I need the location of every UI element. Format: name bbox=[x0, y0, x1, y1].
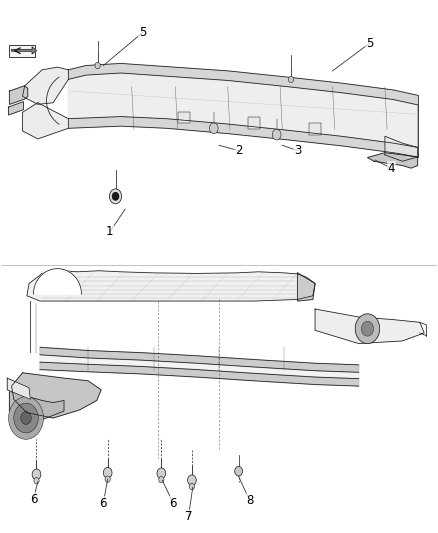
Circle shape bbox=[209, 123, 218, 134]
Circle shape bbox=[14, 403, 38, 433]
Circle shape bbox=[159, 477, 164, 483]
Polygon shape bbox=[9, 102, 23, 115]
FancyBboxPatch shape bbox=[309, 124, 321, 135]
FancyBboxPatch shape bbox=[10, 45, 35, 56]
Circle shape bbox=[113, 192, 119, 200]
Text: 6: 6 bbox=[30, 493, 37, 506]
Circle shape bbox=[34, 478, 39, 484]
FancyBboxPatch shape bbox=[178, 112, 190, 124]
Circle shape bbox=[95, 62, 100, 69]
Text: 5: 5 bbox=[139, 26, 146, 39]
Polygon shape bbox=[27, 271, 315, 301]
Polygon shape bbox=[40, 355, 359, 378]
Polygon shape bbox=[40, 362, 359, 386]
Text: 6: 6 bbox=[99, 497, 107, 510]
Circle shape bbox=[272, 130, 281, 140]
Circle shape bbox=[355, 314, 380, 344]
Polygon shape bbox=[367, 153, 418, 168]
Polygon shape bbox=[22, 103, 68, 139]
Text: 6: 6 bbox=[170, 497, 177, 510]
Circle shape bbox=[187, 475, 196, 486]
Circle shape bbox=[235, 466, 243, 476]
Text: 8: 8 bbox=[246, 494, 253, 507]
Polygon shape bbox=[10, 391, 64, 419]
Polygon shape bbox=[68, 63, 418, 105]
Circle shape bbox=[361, 321, 374, 336]
Polygon shape bbox=[40, 348, 359, 372]
Polygon shape bbox=[7, 378, 30, 399]
FancyBboxPatch shape bbox=[248, 117, 260, 129]
Text: 1: 1 bbox=[106, 225, 113, 238]
Text: 3: 3 bbox=[294, 144, 301, 157]
Polygon shape bbox=[297, 273, 315, 301]
Polygon shape bbox=[12, 373, 101, 418]
Circle shape bbox=[189, 483, 194, 490]
Polygon shape bbox=[22, 67, 68, 104]
Polygon shape bbox=[33, 269, 81, 294]
Circle shape bbox=[105, 476, 110, 482]
Circle shape bbox=[21, 411, 31, 424]
Circle shape bbox=[288, 76, 293, 83]
Polygon shape bbox=[68, 117, 418, 157]
Polygon shape bbox=[12, 47, 36, 54]
Text: 4: 4 bbox=[388, 161, 395, 175]
Circle shape bbox=[157, 468, 166, 479]
Circle shape bbox=[103, 467, 112, 478]
Text: 5: 5 bbox=[366, 37, 373, 50]
Circle shape bbox=[9, 397, 43, 439]
Polygon shape bbox=[10, 86, 28, 104]
Circle shape bbox=[32, 469, 41, 480]
Circle shape bbox=[110, 189, 122, 204]
Polygon shape bbox=[315, 309, 424, 344]
Text: 7: 7 bbox=[185, 510, 192, 523]
Polygon shape bbox=[385, 136, 418, 161]
Text: 2: 2 bbox=[235, 144, 242, 157]
Polygon shape bbox=[68, 73, 418, 148]
